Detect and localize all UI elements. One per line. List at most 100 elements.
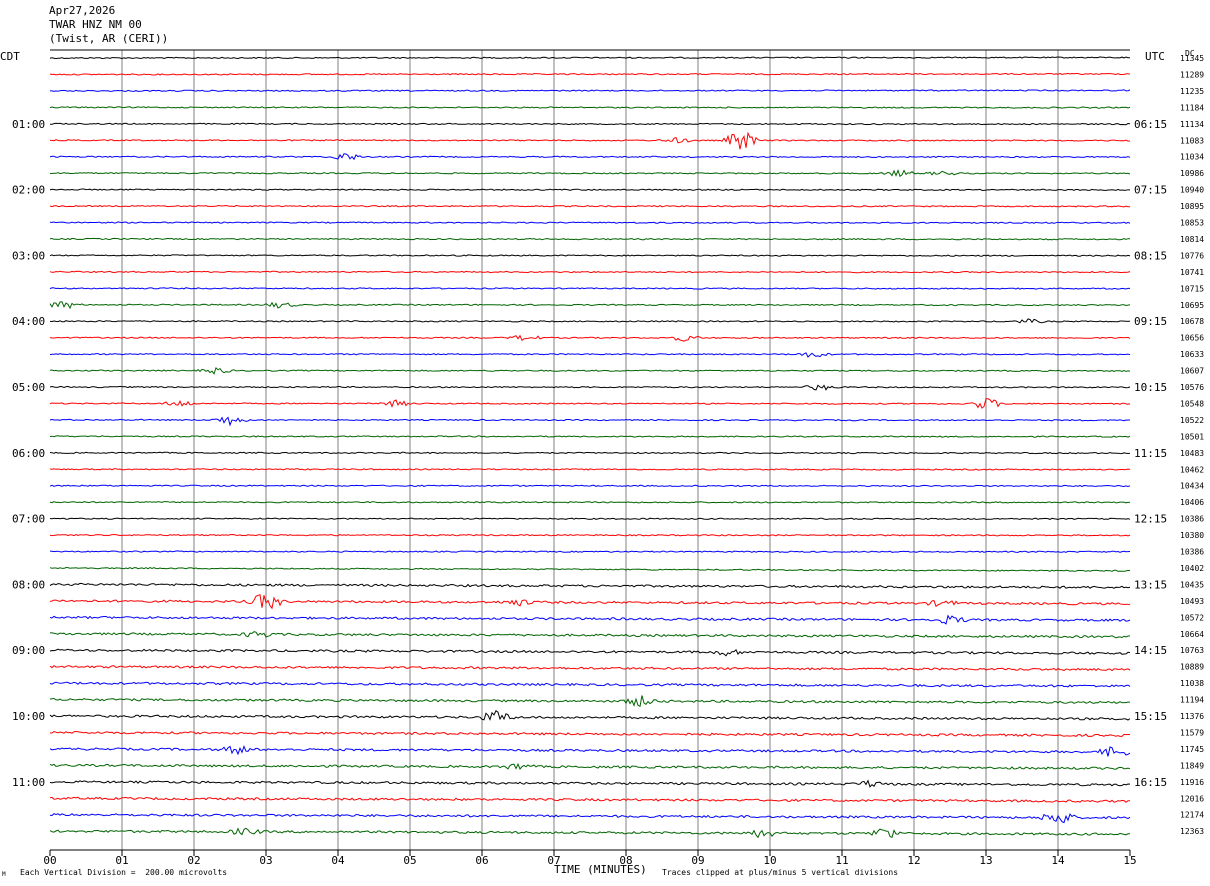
dc-offset-label: 11745 bbox=[1180, 745, 1204, 754]
trace-row-3 bbox=[49, 106, 1131, 109]
right-hour-label: 09:15 bbox=[1134, 315, 1167, 328]
trace-row-10 bbox=[49, 221, 1131, 224]
left-zone-label: CDT bbox=[0, 50, 20, 63]
trace-row-7 bbox=[49, 169, 1131, 178]
trace-row-16 bbox=[49, 318, 1131, 324]
dc-header-label: DC bbox=[1185, 49, 1195, 58]
hour-labels: 01:00 06:15 02:00 07:15 03:00 08:15 04:00 09:15… bbox=[12, 118, 1167, 789]
trace-row-0 bbox=[49, 56, 1131, 60]
dc-offset-labels: 11345 11289 11235 11184 11134 11083 11034 10986… bbox=[1180, 54, 1204, 836]
left-hour-label: 01:00 bbox=[12, 118, 45, 131]
dc-offset-label: 10501 bbox=[1180, 432, 1204, 441]
dc-offset-label: 10741 bbox=[1180, 268, 1204, 277]
dc-offset-label: 10483 bbox=[1180, 449, 1204, 458]
x-tick-label-04: 04 bbox=[331, 854, 345, 867]
x-tick-label-08: 08 bbox=[619, 854, 632, 867]
trace-row-25 bbox=[49, 468, 1131, 471]
x-tick-label-15: 15 bbox=[1123, 854, 1136, 867]
trace-row-45 bbox=[49, 796, 1131, 803]
x-tick-label-09: 09 bbox=[691, 854, 704, 867]
x-tick-label-02: 02 bbox=[187, 854, 200, 867]
trace-row-8 bbox=[49, 188, 1131, 191]
trace-row-37 bbox=[49, 664, 1131, 672]
dc-offset-label: 10656 bbox=[1180, 334, 1204, 343]
plot-frame bbox=[50, 49, 1130, 851]
right-hour-label: 10:15 bbox=[1134, 381, 1167, 394]
dc-offset-label: 11289 bbox=[1180, 70, 1204, 79]
dc-offset-label: 10576 bbox=[1180, 383, 1204, 392]
trace-row-39 bbox=[49, 695, 1130, 708]
dc-offset-label: 10572 bbox=[1180, 613, 1204, 622]
trace-row-31 bbox=[49, 566, 1131, 572]
trace-row-43 bbox=[49, 762, 1131, 770]
trace-row-22 bbox=[49, 416, 1131, 427]
trace-row-26 bbox=[49, 484, 1131, 488]
clip-note: Traces clipped at plus/minus 5 vertical … bbox=[662, 868, 899, 877]
trace-row-23 bbox=[49, 435, 1131, 438]
dc-offset-label: 11034 bbox=[1180, 153, 1204, 162]
trace-row-4 bbox=[49, 122, 1131, 126]
trace-row-36 bbox=[49, 648, 1131, 657]
trace-row-44 bbox=[49, 779, 1131, 788]
x-tick-label-14: 14 bbox=[1051, 854, 1065, 867]
dc-offset-label: 12016 bbox=[1180, 794, 1204, 803]
trace-group bbox=[49, 56, 1131, 839]
left-hour-label: 07:00 bbox=[12, 513, 45, 526]
x-tick-label-00: 00 bbox=[43, 854, 56, 867]
trace-row-34 bbox=[49, 614, 1131, 625]
corner-mark: M bbox=[2, 871, 6, 878]
trace-row-32 bbox=[49, 582, 1131, 589]
right-hour-label: 07:15 bbox=[1134, 184, 1167, 197]
dc-offset-label: 11235 bbox=[1180, 87, 1204, 96]
trace-row-9 bbox=[49, 204, 1130, 208]
right-hour-label: 12:15 bbox=[1134, 513, 1167, 526]
dc-offset-label: 10889 bbox=[1180, 663, 1204, 672]
trace-row-14 bbox=[49, 287, 1130, 290]
trace-row-42 bbox=[49, 744, 1131, 757]
dc-offset-label: 10633 bbox=[1180, 350, 1204, 359]
dc-offset-label: 10763 bbox=[1180, 646, 1204, 655]
dc-offset-label: 10380 bbox=[1180, 531, 1204, 540]
right-hour-label: 06:15 bbox=[1134, 118, 1167, 131]
trace-row-41 bbox=[49, 730, 1130, 737]
x-tick-label-10: 10 bbox=[763, 854, 776, 867]
dc-offset-label: 11849 bbox=[1180, 761, 1204, 770]
dc-offset-label: 11194 bbox=[1180, 696, 1204, 705]
right-zone-label: UTC bbox=[1145, 50, 1165, 63]
left-hour-label: 08:00 bbox=[12, 578, 45, 591]
trace-row-29 bbox=[49, 533, 1131, 537]
dc-offset-label: 12363 bbox=[1180, 827, 1204, 836]
x-tick-label-13: 13 bbox=[979, 854, 992, 867]
dc-offset-label: 11376 bbox=[1180, 712, 1204, 721]
x-tick-label-11: 11 bbox=[835, 854, 848, 867]
x-tick-label-03: 03 bbox=[259, 854, 272, 867]
dc-offset-label: 10493 bbox=[1180, 597, 1204, 606]
trace-row-40 bbox=[49, 710, 1131, 721]
vertical-gridlines bbox=[121, 50, 1059, 850]
dc-offset-label: 10522 bbox=[1180, 416, 1204, 425]
trace-row-5 bbox=[50, 131, 1131, 150]
x-tick-label-12: 12 bbox=[907, 854, 920, 867]
trace-row-46 bbox=[49, 813, 1131, 824]
dc-offset-label: 10715 bbox=[1180, 284, 1204, 293]
header-location: (Twist, AR (CERI)) bbox=[49, 32, 169, 45]
trace-row-21 bbox=[49, 398, 1131, 409]
dc-offset-label: 10462 bbox=[1180, 465, 1204, 474]
dc-offset-label: 11184 bbox=[1180, 103, 1204, 112]
left-hour-label: 06:00 bbox=[12, 447, 45, 460]
dc-offset-label: 10853 bbox=[1180, 219, 1204, 228]
dc-offset-label: 10607 bbox=[1180, 367, 1204, 376]
trace-row-33 bbox=[49, 594, 1131, 610]
left-hour-label: 04:00 bbox=[12, 315, 45, 328]
trace-row-2 bbox=[49, 89, 1131, 92]
trace-row-24 bbox=[49, 451, 1131, 455]
right-hour-label: 14:15 bbox=[1134, 644, 1167, 657]
dc-offset-label: 10814 bbox=[1180, 235, 1204, 244]
dc-offset-label: 10695 bbox=[1180, 301, 1204, 310]
header-date: Apr27,2026 bbox=[49, 4, 116, 17]
left-hour-label: 02:00 bbox=[12, 184, 45, 197]
trace-row-18 bbox=[49, 352, 1131, 358]
trace-row-47 bbox=[49, 827, 1131, 839]
trace-row-6 bbox=[49, 153, 1131, 161]
